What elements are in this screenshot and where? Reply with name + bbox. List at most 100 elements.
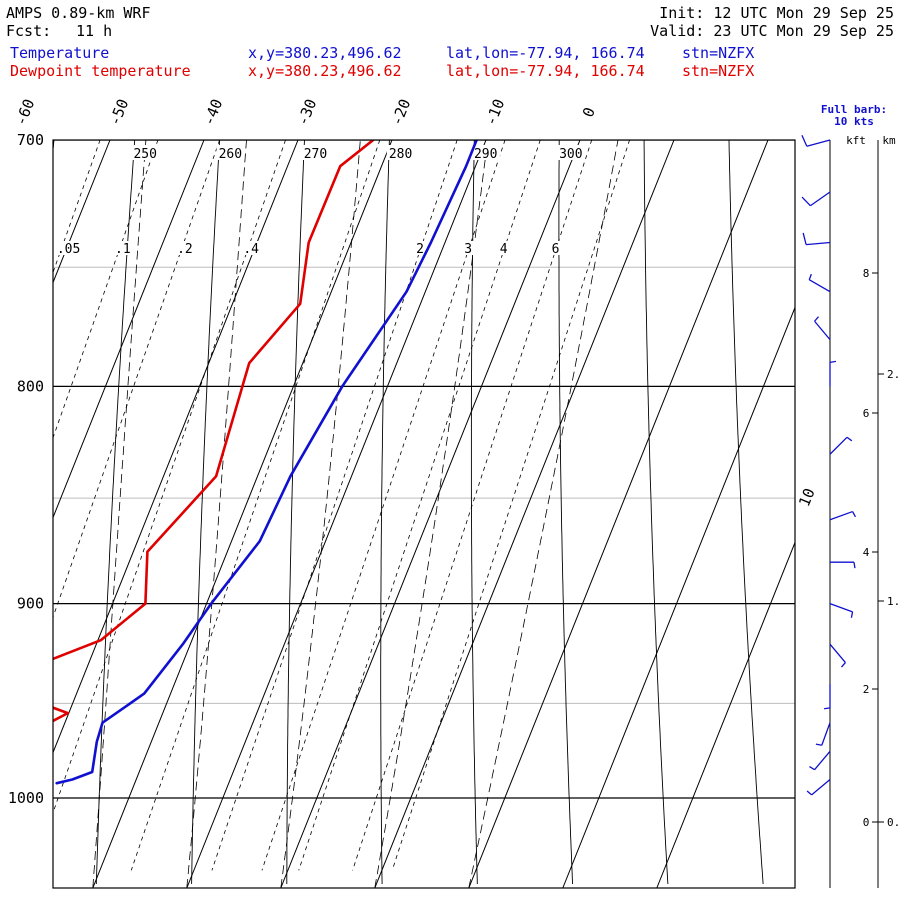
wind-barb-feather: [840, 662, 846, 668]
isotherm-line: [656, 541, 795, 888]
wind-barb-staff: [806, 241, 831, 246]
dry-adiabat-label: 280: [389, 147, 412, 162]
dry-adiabat-label: 250: [133, 147, 156, 162]
km-axis-title: km: [882, 134, 896, 147]
wind-barb-staff: [829, 643, 846, 663]
dry-adiabat-label-bg: [131, 145, 160, 160]
km-tick-label: 0.: [887, 816, 900, 829]
wind-barb: [823, 683, 831, 710]
model-title: AMPS 0.89-km WRF: [6, 4, 151, 22]
mixing-ratio-line: [298, 140, 541, 871]
isotherm-tick-label: -10: [482, 96, 509, 128]
wind-barb: [830, 561, 856, 569]
kft-tick-label: 4: [863, 546, 870, 559]
kft-tick-label: 8: [863, 267, 870, 280]
wind-barb-staff: [814, 750, 831, 771]
kft-tick-label: 6: [863, 407, 870, 420]
wind-barb-feather: [815, 743, 822, 746]
mixing-ratio-line: [53, 140, 221, 619]
wind-barb-staff: [829, 603, 853, 613]
plot-frame: [52, 139, 796, 889]
isotherm-tick-label: 0: [579, 105, 599, 120]
isotherm-line: [53, 140, 299, 754]
legend-temperature-latlon: lat,lon=-77.94, 166.74: [446, 44, 645, 62]
isotherm-line: [374, 140, 675, 888]
isotherm-tick-label: -20: [388, 96, 415, 128]
wind-barb: [829, 603, 854, 618]
mixing-ratio-label-bg: [174, 241, 197, 255]
mixing-ratio-line: [53, 140, 101, 274]
wind-barb: [814, 316, 831, 341]
wind-barb-feather: [823, 707, 831, 710]
dewpoint-profile-line: [53, 140, 375, 723]
legend-temperature-xy: x,y=380.23,496.62: [248, 44, 402, 62]
wind-barb-feather: [829, 360, 837, 363]
wind-barb: [809, 750, 831, 771]
mixing-ratio-label-bg: [112, 241, 135, 255]
isotherm-line: [53, 140, 111, 284]
mixing-ratio-label: 6: [552, 242, 560, 257]
wind-barb-feather: [802, 232, 807, 245]
plot-area: [53, 140, 795, 888]
legend-dewpoint-latlon: lat,lon=-77.94, 166.74: [446, 62, 645, 80]
wind-barb-feather: [851, 511, 857, 518]
wind-barb-feather: [814, 316, 820, 322]
wind-barb: [808, 273, 831, 293]
mixing-ratio-label: 4: [500, 242, 508, 257]
kft-tick-label: 2: [863, 683, 870, 696]
mixing-ratio-line: [261, 140, 506, 871]
isotherm-line: [92, 140, 393, 888]
legend-dewpoint-xy: x,y=380.23,496.62: [248, 62, 402, 80]
wind-barb-staff: [811, 778, 831, 796]
height-axes: kft km 8 6 4 2 0 2. 1. 0.: [846, 134, 900, 888]
dry-adiabat-line: [558, 140, 574, 885]
isotherm-line: [280, 140, 581, 888]
dry-adiabat-line: [643, 140, 669, 885]
dry-adiabat-label: 270: [304, 147, 327, 162]
mixing-ratio-line: [53, 140, 159, 439]
wind-barb-staff: [829, 436, 848, 455]
profile-lines: 250 260 270 280 290 300 .05 .1 .2 .4 2 3 4 6: [53, 140, 586, 785]
dry-adiabat-line: [191, 140, 221, 885]
legend-dewpoint-station: stn=NZFX: [682, 62, 755, 80]
wind-barb: [829, 436, 853, 455]
wind-barb-feather: [801, 134, 808, 147]
wind-barb: [802, 232, 831, 246]
moist-adiabat-line: [92, 140, 147, 888]
mixing-ratio-line: [352, 140, 593, 871]
moist-adiabat-line: [280, 140, 361, 888]
wind-barb-staff: [814, 320, 831, 341]
dry-adiabat-line: [728, 140, 764, 885]
barb-note-line1: Full barb:: [821, 103, 887, 116]
dry-adiabat-line: [1, 140, 50, 884]
mixing-ratio-label: 2: [416, 242, 424, 257]
wind-barb: [815, 722, 831, 746]
dry-adiabat-line: [95, 140, 136, 885]
dry-adiabat-line: [380, 140, 390, 885]
moist-adiabat-line: [186, 140, 247, 888]
mixing-ratio-label-bg: [496, 241, 519, 255]
moist-adiabat-line: [468, 140, 619, 888]
mixing-ratio-label-bg: [548, 241, 571, 255]
wind-barb-feather: [801, 196, 811, 207]
wind-barb-feather: [853, 562, 856, 569]
wind-barb: [829, 510, 857, 521]
dry-adiabat-line: [470, 140, 478, 885]
isotherm-tick-label: -40: [200, 96, 227, 128]
wind-barb-staff: [808, 279, 831, 293]
wind-barb-panel: Full barb:10 kts: [801, 103, 887, 888]
pressure-tick-label: 900: [17, 595, 44, 613]
isotherm-tick-label: 10: [795, 486, 818, 509]
mixing-ratio-line: [53, 140, 286, 814]
dry-adiabat-line: [286, 140, 305, 884]
dry-adiabat-label-bg: [471, 145, 500, 160]
wind-barb-feather: [846, 436, 853, 442]
init-time: Init: 12 UTC Mon 29 Sep 25: [659, 4, 894, 22]
mixing-ratio-line: [130, 140, 381, 871]
isotherm-line: [0, 140, 16, 888]
barb-note-line2: 10 kts: [834, 115, 874, 128]
wind-barb-feather: [850, 611, 854, 618]
dry-adiabat-label-bg: [216, 145, 245, 160]
forecast-hours: 11 h: [76, 22, 113, 40]
wind-barb: [801, 191, 831, 207]
